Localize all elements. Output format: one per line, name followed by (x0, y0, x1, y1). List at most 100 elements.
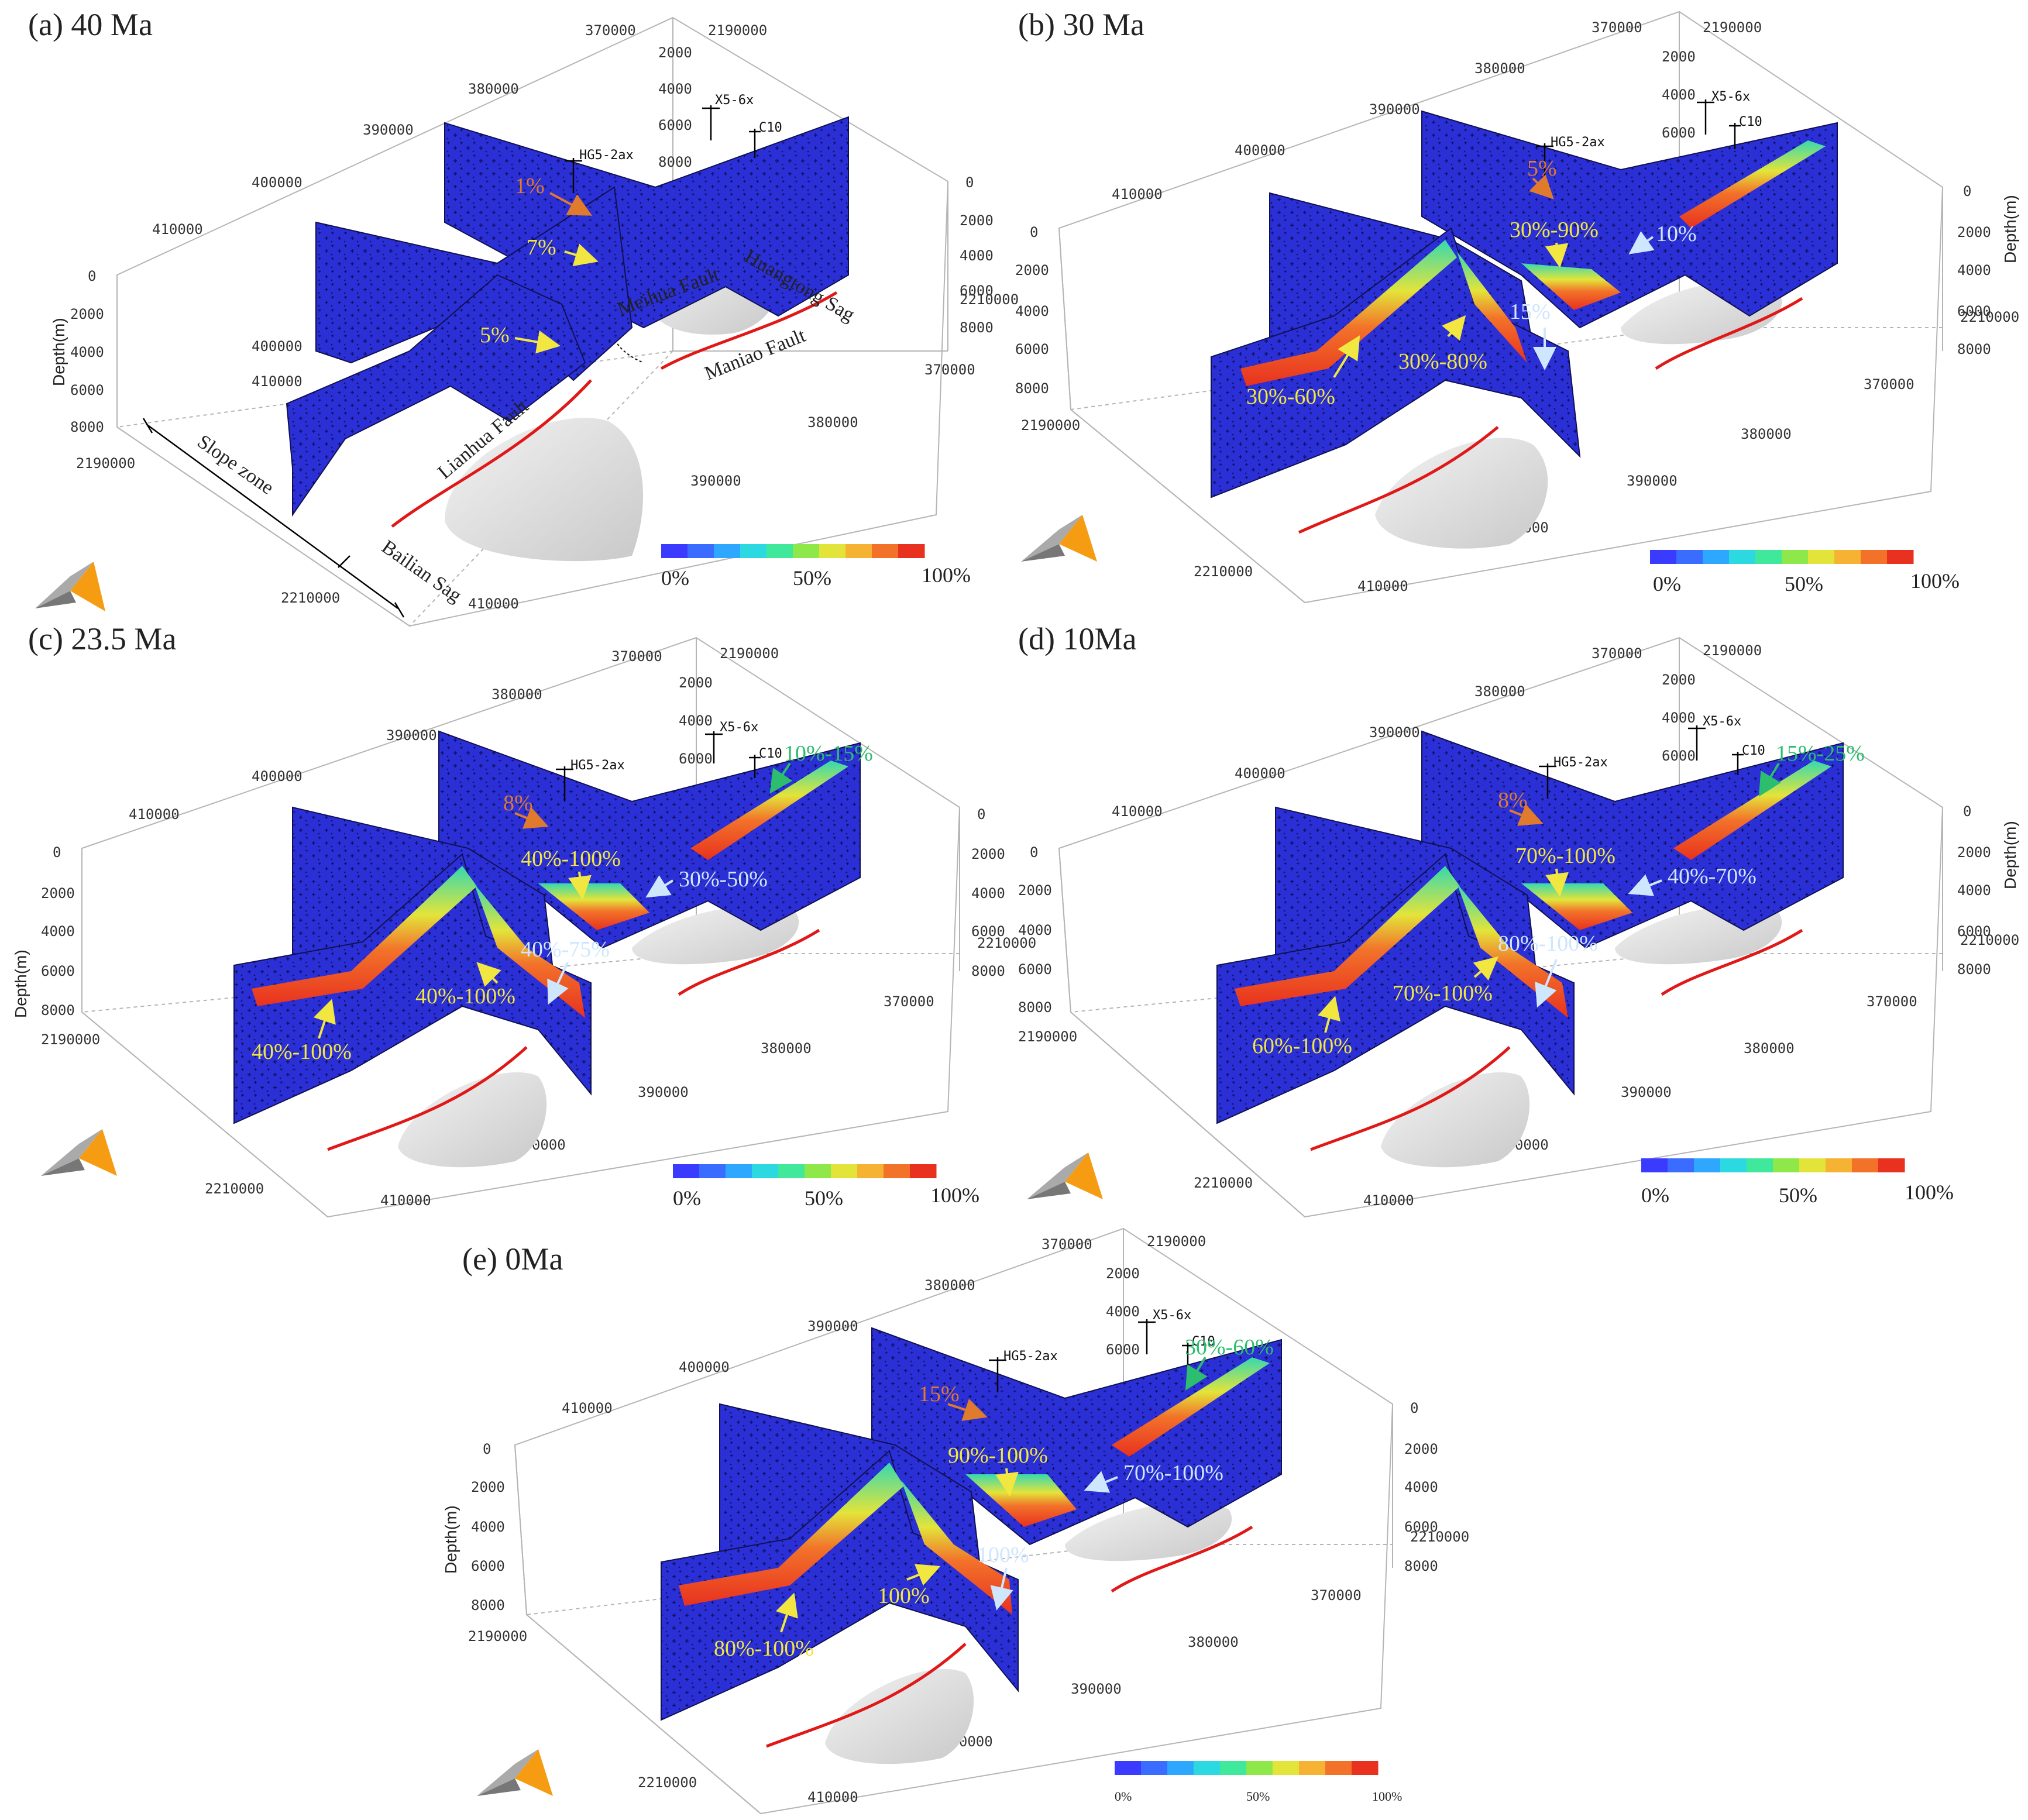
colorbar-segment (1325, 1761, 1352, 1775)
y-tick-lower-right: 2210000 (960, 291, 1019, 308)
percent-annotation: 80%-100% (1498, 931, 1598, 956)
colorbar-segment (793, 544, 820, 558)
colorbar-min-label: 0% (1115, 1789, 1132, 1804)
depth-tick: 4000 (1015, 303, 1049, 319)
depth-tick-top: 2000 (658, 44, 692, 61)
percent-annotation: 30%-60% (1246, 384, 1335, 409)
side-y-tick: 410000 (252, 373, 303, 390)
depth-axis-label: Depth(m) (50, 318, 68, 386)
depth-axis-label: Depth(m) (12, 949, 30, 1018)
saturation-band (901, 1480, 1012, 1615)
annotation-arrow (1442, 315, 1466, 341)
maniao-fault-line (660, 291, 838, 370)
y-tick: 2210000 (281, 590, 340, 606)
well-label: X5-6x (1703, 714, 1741, 729)
colorbar (1115, 1761, 1379, 1775)
x-tick: 400000 (252, 768, 303, 785)
colorbar-segment (1729, 550, 1756, 564)
x-tick: 410000 (129, 806, 180, 823)
axis-box (116, 16, 949, 627)
y-tick-lower-right: 2210000 (1960, 932, 2019, 948)
y-tick: 2210000 (1194, 563, 1253, 580)
depth-tick-right: 6000 (1404, 1519, 1438, 1535)
colorbar-segment (1668, 1158, 1694, 1172)
depth-tick-top: 2000 (1662, 672, 1696, 688)
annotation-arrow (775, 1592, 798, 1633)
percent-annotation: 7% (527, 235, 556, 260)
x-tick: 390000 (1369, 724, 1420, 741)
x-tick-lower: 380000 (761, 1040, 812, 1057)
colorbar-segment (1299, 1761, 1326, 1775)
y-tick: 2190000 (720, 645, 779, 662)
colorbar-segment (688, 544, 714, 558)
depth-tick-right: 0 (1963, 803, 1971, 820)
colorbar-segment (699, 1164, 726, 1178)
colorbar-segment (1641, 1158, 1668, 1172)
y-tick-lower-right: 2210000 (1410, 1529, 1469, 1545)
depth-tick: 8000 (41, 1002, 75, 1019)
annotation-arrow (947, 1398, 988, 1421)
y-tick: 2190000 (1703, 642, 1762, 659)
x-tick: 370000 (1042, 1236, 1092, 1253)
sag-shape (1381, 1072, 1530, 1168)
x-tick-lower: 410000 (380, 1192, 431, 1209)
depth-axis-label: Depth(m) (2001, 821, 2019, 889)
percent-annotation: 40%-70% (1668, 864, 1757, 889)
depth-tick: 8000 (1018, 999, 1052, 1016)
x-tick-lower: 410000 (1363, 1192, 1414, 1209)
compass-icon (1021, 515, 1097, 562)
x-tick-lower: 410000 (807, 1789, 858, 1805)
y-tick-lower-right: 2210000 (1960, 309, 2019, 325)
colorbar-segment (1834, 550, 1861, 564)
colorbar-segment (766, 544, 793, 558)
y-tick: 2190000 (468, 1628, 527, 1644)
x-tick: 370000 (1592, 19, 1642, 36)
y-tick-lower-right: 370000 (924, 362, 975, 378)
y-tick: 2190000 (1703, 19, 1762, 36)
depth-tick-top: 6000 (658, 117, 692, 133)
x-tick: 400000 (1235, 765, 1285, 782)
depth-tick: 8000 (70, 419, 104, 435)
depth-tick-right: 6000 (960, 283, 994, 299)
depth-tick-right: 0 (1963, 183, 1971, 199)
fault-line (1111, 1525, 1253, 1593)
depth-tick: 8000 (471, 1597, 505, 1613)
percent-annotation: 70%-100% (1393, 981, 1493, 1006)
depth-tick-right: 0 (965, 174, 974, 191)
colorbar-segment (1720, 1158, 1747, 1172)
depth-tick-top: 6000 (679, 751, 713, 767)
colorbar-segment (819, 544, 846, 558)
colorbar-segment (1694, 1158, 1721, 1172)
zone-bracket (142, 418, 405, 618)
colorbar-mid-label: 50% (1785, 572, 1823, 596)
colorbar-segment (752, 1164, 779, 1178)
fault-line (1661, 928, 1803, 996)
x-tick-lower: 380000 (1741, 426, 1792, 442)
colorbar-segment (1650, 550, 1677, 564)
depth-axis-label: Depth(m) (442, 1505, 460, 1574)
depth-tick: 0 (88, 268, 96, 284)
panel-e: (e) 0Ma Depth(m) 0 2000 4000 6000 8000 0… (442, 1227, 1469, 1815)
depth-tick-right: 6000 (1957, 923, 1991, 940)
colorbar-segment (1878, 1158, 1905, 1172)
x-tick-lower: 390000 (1627, 473, 1678, 489)
annotation-arrow (564, 243, 599, 266)
depth-tick: 6000 (471, 1558, 505, 1574)
depth-tick-top: 2000 (679, 675, 713, 691)
panel-title: (c) 23.5 Ma (28, 621, 176, 656)
depth-tick-right: 4000 (1404, 1479, 1438, 1495)
colorbar-segment (1167, 1761, 1194, 1775)
annotation-arrow (549, 192, 593, 216)
annotation-arrow (568, 871, 592, 900)
depth-tick: 4000 (471, 1519, 505, 1535)
percent-annotation: 90%-100% (948, 1443, 1048, 1468)
saturation-band (1240, 240, 1457, 386)
annotation-arrow (1084, 1471, 1118, 1493)
depth-tick: 4000 (70, 344, 104, 360)
saturation-band (1457, 252, 1527, 363)
depth-tick: 0 (1030, 844, 1038, 861)
colorbar-segment (778, 1164, 805, 1178)
percent-annotation: 80%-100% (714, 1636, 814, 1661)
percent-annotation: 10%-15% (784, 741, 873, 766)
